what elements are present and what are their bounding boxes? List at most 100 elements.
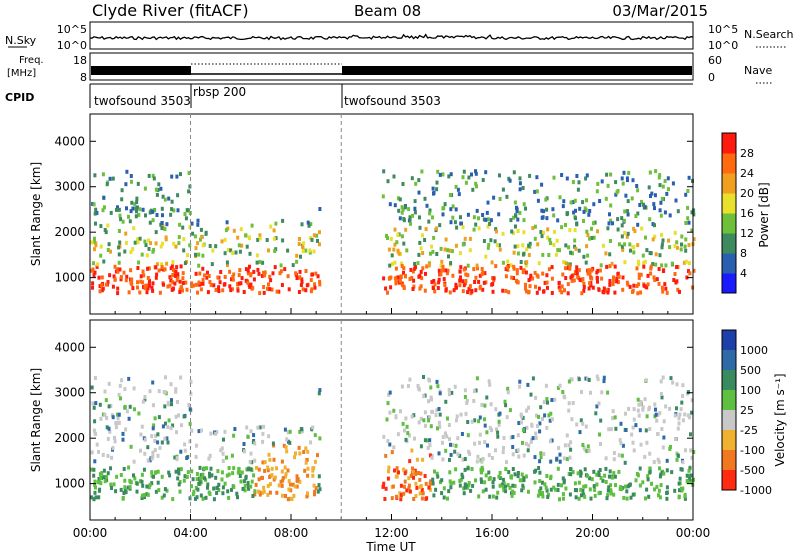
heatmap-cell <box>642 264 646 269</box>
heatmap-cell <box>637 272 641 277</box>
heatmap-cell <box>616 271 620 276</box>
heatmap-cell <box>435 379 439 384</box>
heatmap-cell <box>230 277 233 282</box>
heatmap-cell <box>250 223 254 228</box>
heatmap-cell <box>198 271 202 276</box>
colorbar-swatch <box>722 410 736 431</box>
freq-trace-block-2 <box>342 66 692 75</box>
heatmap-cell <box>401 182 405 186</box>
heatmap-cell <box>623 231 627 235</box>
heatmap-cell <box>657 493 660 498</box>
heatmap-cell <box>405 488 409 493</box>
heatmap-cell <box>119 487 123 492</box>
heatmap-cell <box>155 213 159 217</box>
heatmap-cell <box>152 403 155 408</box>
heatmap-cell <box>318 487 322 492</box>
heatmap-cell <box>242 442 246 446</box>
heatmap-cell <box>98 284 102 289</box>
heatmap-cell <box>512 250 516 255</box>
heatmap-cell <box>182 248 186 253</box>
heatmap-cell <box>580 291 584 296</box>
heatmap-cell <box>494 264 498 269</box>
heatmap-cell <box>445 271 449 276</box>
heatmap-cell <box>185 475 189 479</box>
heatmap-cell <box>502 436 506 440</box>
heatmap-cell <box>386 401 390 406</box>
heatmap-cell <box>93 490 97 495</box>
heatmap-cell <box>491 480 495 485</box>
heatmap-cell <box>573 488 577 492</box>
heatmap-cell <box>665 191 669 196</box>
heatmap-cell <box>486 200 490 205</box>
heatmap-cell <box>449 220 453 225</box>
heatmap-cell <box>399 497 403 502</box>
heatmap-cell <box>623 460 627 465</box>
heatmap-cell <box>623 209 627 214</box>
heatmap-cell <box>572 210 576 215</box>
heatmap-cell <box>418 485 422 489</box>
heatmap-cell <box>634 423 638 428</box>
heatmap-cell <box>550 417 554 422</box>
heatmap-cell <box>480 459 484 464</box>
heatmap-cell <box>420 496 424 501</box>
heatmap-cell <box>208 453 212 458</box>
heatmap-cell <box>493 239 497 244</box>
heatmap-cell <box>186 253 189 258</box>
heatmap-cell <box>466 212 470 217</box>
heatmap-cell <box>692 237 696 242</box>
heatmap-cell <box>478 415 482 420</box>
colorbar-swatch <box>722 273 736 294</box>
heatmap-cell <box>393 203 397 208</box>
heatmap-cell <box>106 453 110 458</box>
heatmap-cell <box>667 238 670 243</box>
heatmap-cell <box>418 273 422 278</box>
heatmap-cell <box>313 459 317 464</box>
heatmap-cell <box>469 488 473 493</box>
heatmap-cell <box>616 227 620 232</box>
date-title: 03/Mar/2015 <box>612 2 708 20</box>
heatmap-cell <box>116 269 120 274</box>
heatmap-cell <box>516 217 520 222</box>
heatmap-cell <box>616 217 620 222</box>
heatmap-cell <box>550 398 554 402</box>
heatmap-cell <box>609 483 613 488</box>
heatmap-cell <box>207 490 211 495</box>
noise-left-tick-high: 10^5 <box>57 23 87 36</box>
cpid-segment-1: twofsound 3503 <box>94 94 191 108</box>
heatmap-cell <box>308 250 312 255</box>
heatmap-cell <box>441 264 445 269</box>
heatmap-cell <box>690 410 694 415</box>
heatmap-cell <box>524 282 527 287</box>
heatmap-cell <box>608 279 612 283</box>
heatmap-cell <box>138 290 142 295</box>
heatmap-cell <box>413 436 416 441</box>
heatmap-cell <box>657 459 661 464</box>
heatmap-cell <box>545 474 549 478</box>
heatmap-cell <box>102 475 106 480</box>
heatmap-cell <box>473 280 477 284</box>
heatmap-cell <box>453 384 457 389</box>
heatmap-cell <box>188 407 192 412</box>
heatmap-cell <box>239 227 243 232</box>
heatmap-cell <box>605 264 609 269</box>
heatmap-cell <box>497 212 501 217</box>
heatmap-cell <box>135 200 139 204</box>
heatmap-cell <box>449 207 453 212</box>
velocity-ylabel: Slant Range [km] <box>29 368 43 472</box>
heatmap-cell <box>464 180 468 185</box>
heatmap-cell <box>147 246 151 251</box>
heatmap-cell <box>413 199 417 204</box>
heatmap-cell <box>430 455 434 460</box>
noise-left-label: N.Sky <box>5 34 37 47</box>
heatmap-cell <box>488 221 492 226</box>
heatmap-cell <box>110 486 113 490</box>
heatmap-cell <box>181 276 185 281</box>
heatmap-cell <box>298 451 302 456</box>
heatmap-cell <box>281 218 285 223</box>
heatmap-cell <box>614 426 618 431</box>
heatmap-cell <box>625 489 629 494</box>
heatmap-cell <box>566 282 570 287</box>
heatmap-cell <box>588 236 592 241</box>
heatmap-cell <box>456 187 460 192</box>
heatmap-cell <box>484 217 488 222</box>
